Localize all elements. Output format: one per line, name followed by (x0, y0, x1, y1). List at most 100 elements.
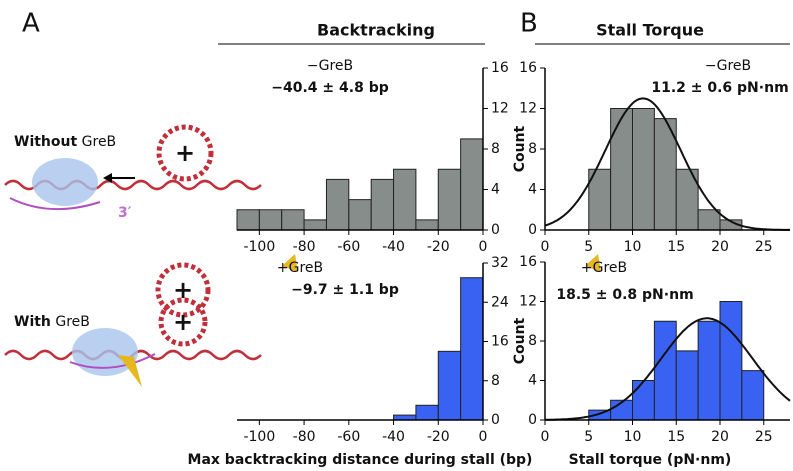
y-tick-label: 32 (491, 255, 509, 271)
condition-label: With GreB (14, 314, 90, 330)
x-tick-label: 25 (755, 239, 773, 255)
x-tick-label: -80 (293, 429, 316, 445)
y-axis-label: Count (512, 317, 528, 364)
y-tick-label: 0 (528, 412, 537, 428)
bar (303, 219, 327, 231)
polymerase (72, 328, 138, 376)
fit-curve (545, 317, 791, 421)
bar (393, 168, 417, 231)
y-tick-label: 12 (491, 101, 509, 117)
y-tick-label: 8 (491, 373, 500, 389)
rna (69, 353, 156, 369)
illustration-top: + 3′ (4, 124, 262, 221)
x-tick-label: -80 (293, 239, 316, 255)
condition-bold: Without (14, 134, 77, 150)
rna (9, 197, 101, 211)
bar (610, 108, 633, 231)
bar (460, 138, 484, 231)
x-tick-label: 10 (624, 429, 642, 445)
y-tick-label: 4 (528, 373, 537, 389)
bar (675, 350, 699, 421)
greb-icon (282, 254, 298, 272)
bar (281, 209, 305, 231)
chart-title: Backtracking (317, 21, 435, 40)
bar (325, 178, 350, 231)
greb-icon (585, 254, 601, 272)
condition-protein: GreB (55, 314, 90, 330)
x-tick-label: 0 (541, 239, 550, 255)
x-tick-label: -20 (427, 239, 450, 255)
annotation: +GreB (277, 260, 323, 276)
x-tick-label: -40 (382, 239, 405, 255)
x-tick-label: 20 (711, 239, 729, 255)
annotation: −GreB (705, 58, 751, 74)
bar (697, 320, 721, 421)
x-axis-label: Stall torque (pN·nm) (569, 452, 732, 468)
condition-protein: GreB (82, 134, 117, 150)
dna-loop (158, 297, 208, 347)
y-tick-label: 8 (491, 141, 500, 157)
x-tick-label: -60 (337, 429, 360, 445)
x-tick-label: -100 (243, 429, 275, 445)
bar (719, 301, 743, 421)
panel-label: B (520, 9, 538, 39)
y-tick-label: 8 (528, 333, 537, 349)
bar (437, 168, 462, 231)
bar (653, 320, 677, 421)
bar (632, 380, 655, 421)
bar (348, 199, 372, 231)
illustration-bottom: + + (4, 262, 262, 387)
annotation: +GreB (581, 260, 627, 276)
condition-bold: With (14, 314, 51, 330)
greb-icon (118, 355, 142, 387)
y-tick-label: 4 (528, 182, 537, 198)
panel-label: A (22, 9, 40, 39)
y-tick-label: 12 (519, 294, 537, 310)
bar (697, 209, 721, 231)
y-tick-label: 0 (491, 412, 500, 428)
dna-loop (156, 124, 214, 182)
y-tick-label: 16 (519, 254, 537, 270)
y-axis-label: Count (512, 125, 528, 172)
polymerase (32, 158, 98, 206)
loop-sign: + (173, 308, 193, 336)
bar (632, 108, 655, 231)
x-tick-label: 5 (584, 429, 593, 445)
y-tick-label: 16 (519, 60, 537, 76)
x-axis-label: Max backtracking distance during stall (… (188, 452, 533, 468)
x-tick-label: 10 (624, 239, 642, 255)
three-prime: 3′ (118, 205, 132, 221)
x-tick-label: -40 (382, 429, 405, 445)
x-tick-label: 0 (541, 429, 550, 445)
chart-title: Stall Torque (596, 21, 704, 40)
dna-loop (155, 262, 211, 318)
x-tick-label: -100 (243, 239, 275, 255)
annotation: 11.2 ± 0.6 pN·nm (651, 80, 788, 96)
y-tick-label: 12 (519, 101, 537, 117)
y-tick-label: 16 (491, 60, 509, 76)
fit-curve (544, 97, 790, 231)
x-tick-label: -20 (427, 429, 450, 445)
y-tick-label: 0 (528, 222, 537, 238)
x-tick-label: 0 (479, 239, 488, 255)
bar (415, 404, 439, 421)
x-tick-label: 20 (711, 429, 729, 445)
y-tick-label: 0 (491, 222, 500, 238)
annotation: −9.7 ± 1.1 bp (291, 282, 399, 298)
y-tick-label: 4 (491, 182, 500, 198)
bar (415, 219, 439, 231)
x-tick-label: 15 (667, 239, 685, 255)
x-tick-label: 0 (479, 429, 488, 445)
bar (370, 178, 395, 231)
loop-sign: + (173, 276, 193, 304)
bar (236, 209, 260, 231)
x-tick-label: 25 (755, 429, 773, 445)
x-tick-label: 5 (584, 239, 593, 255)
y-tick-label: 24 (491, 294, 509, 310)
arrow-head (103, 173, 112, 183)
y-tick-label: 8 (528, 141, 537, 157)
x-tick-label: 15 (667, 429, 685, 445)
y-tick-label: 16 (491, 334, 509, 350)
bar (460, 277, 484, 421)
